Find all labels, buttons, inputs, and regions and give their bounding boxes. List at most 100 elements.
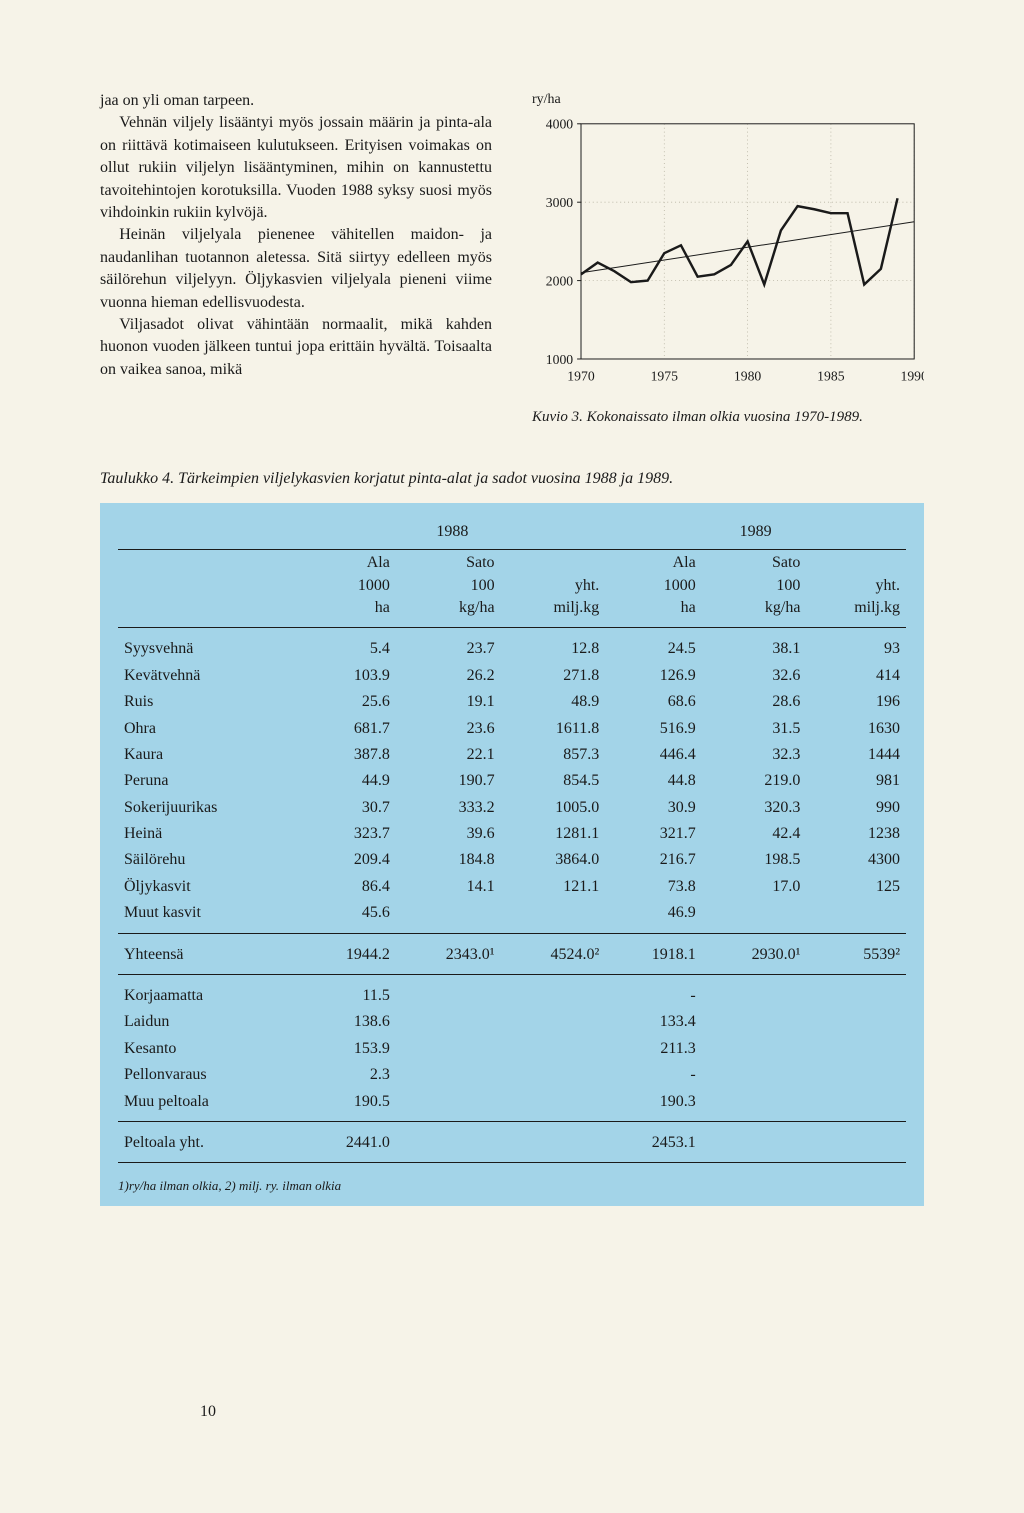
table-cell bbox=[702, 1062, 807, 1088]
row-label: Korjaamatta bbox=[118, 975, 299, 1010]
row-label: Kevätvehnä bbox=[118, 663, 299, 689]
row-label: Muu peltoala bbox=[118, 1089, 299, 1122]
table-cell: 25.6 bbox=[299, 689, 395, 715]
table-cell bbox=[501, 1089, 606, 1122]
table-cell bbox=[702, 1121, 807, 1162]
table-cell bbox=[396, 1036, 501, 1062]
table-cell: 1611.8 bbox=[501, 716, 606, 742]
year-1989: 1989 bbox=[605, 519, 906, 550]
table-cell: - bbox=[605, 975, 701, 1010]
table-cell: 28.6 bbox=[702, 689, 807, 715]
table-cell: 1005.0 bbox=[501, 795, 606, 821]
table-cell: 24.5 bbox=[605, 628, 701, 663]
table-cell: 1238 bbox=[806, 821, 906, 847]
year-1988: 1988 bbox=[299, 519, 605, 550]
table-cell: 216.7 bbox=[605, 847, 701, 873]
row-label: Heinä bbox=[118, 821, 299, 847]
table-cell: 44.9 bbox=[299, 768, 395, 794]
table-cell: 2453.1 bbox=[605, 1121, 701, 1162]
table-cell: 17.0 bbox=[702, 874, 807, 900]
table-cell bbox=[396, 1062, 501, 1088]
table-cell: 19.1 bbox=[396, 689, 501, 715]
table-cell bbox=[396, 1121, 501, 1162]
row-label: Ohra bbox=[118, 716, 299, 742]
row-label: Muut kasvit bbox=[118, 900, 299, 933]
table-cell: 32.6 bbox=[702, 663, 807, 689]
table-cell: 5.4 bbox=[299, 628, 395, 663]
data-table: 1988 1989 Ala1000haSato100kg/hayht.milj.… bbox=[118, 519, 906, 1164]
table-cell: 68.6 bbox=[605, 689, 701, 715]
table-cell: 11.5 bbox=[299, 975, 395, 1010]
table-cell: 333.2 bbox=[396, 795, 501, 821]
table-cell bbox=[806, 1121, 906, 1162]
table-cell: 198.5 bbox=[702, 847, 807, 873]
table-cell: 320.3 bbox=[702, 795, 807, 821]
row-label: Kaura bbox=[118, 742, 299, 768]
table-cell: 4524.0² bbox=[501, 933, 606, 974]
table-cell: 39.6 bbox=[396, 821, 501, 847]
table-cell: 516.9 bbox=[605, 716, 701, 742]
table-cell bbox=[396, 1089, 501, 1122]
table-cell: 22.1 bbox=[396, 742, 501, 768]
table-cell: 4300 bbox=[806, 847, 906, 873]
table-cell: 1918.1 bbox=[605, 933, 701, 974]
table-cell bbox=[501, 1062, 606, 1088]
table-cell: 681.7 bbox=[299, 716, 395, 742]
svg-text:1000: 1000 bbox=[546, 351, 574, 366]
table-cell: 387.8 bbox=[299, 742, 395, 768]
table-cell bbox=[501, 975, 606, 1010]
table-cell: 12.8 bbox=[501, 628, 606, 663]
table-cell: 2441.0 bbox=[299, 1121, 395, 1162]
col-header: yht.milj.kg bbox=[501, 550, 606, 628]
row-label: Öljykasvit bbox=[118, 874, 299, 900]
table-cell: 126.9 bbox=[605, 663, 701, 689]
svg-text:1975: 1975 bbox=[651, 368, 679, 383]
row-label: Sokerijuurikas bbox=[118, 795, 299, 821]
page-number: 10 bbox=[200, 1401, 216, 1423]
table-cell: 73.8 bbox=[605, 874, 701, 900]
table-cell: 30.7 bbox=[299, 795, 395, 821]
table-cell: 2.3 bbox=[299, 1062, 395, 1088]
table-cell: 1630 bbox=[806, 716, 906, 742]
row-label: Peruna bbox=[118, 768, 299, 794]
table-cell bbox=[806, 1036, 906, 1062]
table-cell: 153.9 bbox=[299, 1036, 395, 1062]
chart-caption: Kuvio 3. Kokonaissato ilman olkia vuosin… bbox=[532, 407, 924, 428]
table-cell: 26.2 bbox=[396, 663, 501, 689]
table-cell bbox=[806, 975, 906, 1010]
table-cell: 190.3 bbox=[605, 1089, 701, 1122]
table-cell bbox=[396, 900, 501, 933]
table-cell: 184.8 bbox=[396, 847, 501, 873]
table-cell bbox=[396, 1009, 501, 1035]
col-header: Sato100kg/ha bbox=[396, 550, 501, 628]
table-cell: - bbox=[605, 1062, 701, 1088]
table-cell bbox=[702, 900, 807, 933]
table-cell: 133.4 bbox=[605, 1009, 701, 1035]
row-label: Syysvehnä bbox=[118, 628, 299, 663]
table-cell bbox=[501, 1036, 606, 1062]
row-label: Pellonvaraus bbox=[118, 1062, 299, 1088]
body-text: jaa on yli oman tarpeen. Vehnän viljely … bbox=[100, 90, 492, 428]
table-cell: 990 bbox=[806, 795, 906, 821]
row-label: Säilörehu bbox=[118, 847, 299, 873]
table-cell: 2343.0¹ bbox=[396, 933, 501, 974]
row-label: Peltoala yht. bbox=[118, 1121, 299, 1162]
table-cell: 125 bbox=[806, 874, 906, 900]
col-header: Sato100kg/ha bbox=[702, 550, 807, 628]
table-cell: 271.8 bbox=[501, 663, 606, 689]
table-cell bbox=[501, 900, 606, 933]
table-cell: 14.1 bbox=[396, 874, 501, 900]
table-cell bbox=[396, 975, 501, 1010]
table-cell: 121.1 bbox=[501, 874, 606, 900]
table-cell bbox=[806, 1009, 906, 1035]
table-cell: 446.4 bbox=[605, 742, 701, 768]
data-table-wrap: 1988 1989 Ala1000haSato100kg/hayht.milj.… bbox=[100, 503, 924, 1206]
para-2: Vehnän viljely lisääntyi myös jossain mä… bbox=[100, 112, 492, 224]
svg-text:4000: 4000 bbox=[546, 116, 574, 131]
table-cell bbox=[501, 1121, 606, 1162]
table-cell: 981 bbox=[806, 768, 906, 794]
table-cell: 219.0 bbox=[702, 768, 807, 794]
line-chart: 197019751980198519901000200030004000 bbox=[532, 114, 924, 388]
table-cell: 31.5 bbox=[702, 716, 807, 742]
row-label: Laidun bbox=[118, 1009, 299, 1035]
